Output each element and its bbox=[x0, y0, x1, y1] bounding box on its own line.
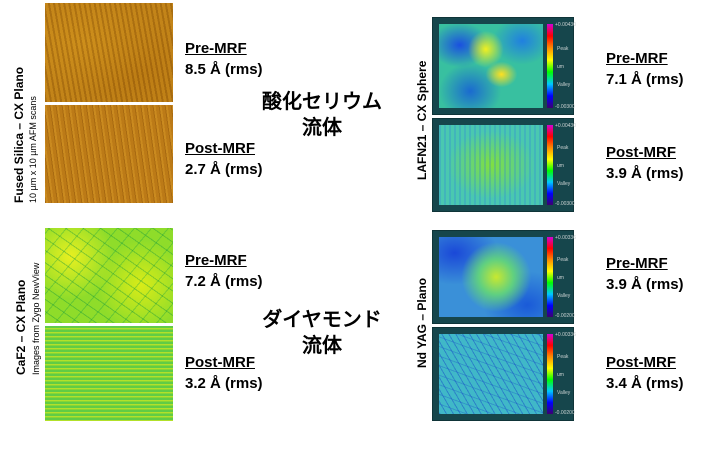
ndyag-post-unit: um bbox=[557, 372, 564, 378]
ndyag-pre-unit: um bbox=[557, 275, 564, 281]
lafn21-post-label: Post-MRF bbox=[606, 144, 676, 161]
ndyag-pre-valley: Valley bbox=[557, 293, 571, 299]
fused-silica-post-image bbox=[45, 105, 173, 203]
lafn21-pre-value: 7.1 Å (rms) bbox=[606, 71, 684, 88]
ndyag-post-valley: Valley bbox=[557, 390, 571, 396]
ceria-fluid-label: 酸化セリウム 流体 bbox=[252, 89, 392, 141]
ndyag-pre-peak: Peak bbox=[557, 257, 569, 263]
caf2-post-value: 3.2 Å (rms) bbox=[185, 375, 263, 392]
caf2-title: CaF2 – CX Plano bbox=[14, 279, 28, 375]
lafn21-post-panel: +0.00430 Peak um Valley -0.00300 bbox=[432, 118, 576, 212]
ndyag-pre-label: Pre-MRF bbox=[606, 255, 668, 272]
lafn21-pre-unit: um bbox=[557, 64, 564, 70]
caf2-pre-label: Pre-MRF bbox=[185, 252, 247, 269]
ndyag-pre-top: +0.00336 bbox=[555, 235, 576, 241]
lafn21-post-map bbox=[439, 125, 543, 205]
lafn21-post-valley: Valley bbox=[557, 181, 571, 187]
lafn21-post-unit: um bbox=[557, 163, 564, 169]
ndyag-post-value: 3.4 Å (rms) bbox=[606, 375, 684, 392]
lafn21-post-top: +0.00430 bbox=[555, 123, 576, 129]
ndyag-post-map bbox=[439, 334, 543, 414]
fused-silica-pre-image bbox=[45, 3, 173, 102]
lafn21-pre-colorbar bbox=[547, 24, 553, 108]
lafn21-post-bottom: -0.00300 bbox=[555, 201, 575, 207]
caf2-pre-value: 7.2 Å (rms) bbox=[185, 273, 263, 290]
lafn21-title: LAFN21 – CX Sphere bbox=[415, 60, 429, 180]
ndyag-title: Nd YAG – Plano bbox=[415, 277, 429, 368]
lafn21-pre-panel: +0.00430 Peak um Valley -0.00300 bbox=[432, 17, 576, 115]
lafn21-pre-label: Pre-MRF bbox=[606, 50, 668, 67]
fused-silica-pre-value: 8.5 Å (rms) bbox=[185, 61, 263, 78]
ndyag-pre-bottom: -0.00200 bbox=[555, 313, 575, 319]
ndyag-post-peak: Peak bbox=[557, 354, 569, 360]
lafn21-pre-map bbox=[439, 24, 543, 108]
lafn21-post-peak: Peak bbox=[557, 145, 569, 151]
fused-silica-post-value: 2.7 Å (rms) bbox=[185, 161, 263, 178]
lafn21-pre-bottom: -0.00300 bbox=[555, 104, 575, 110]
diamond-fluid-label: ダイヤモンド 流体 bbox=[252, 307, 392, 359]
caf2-pre-image bbox=[45, 228, 173, 323]
ndyag-pre-colorbar bbox=[547, 237, 553, 317]
caf2-subtitle: Images from Zygo NewView bbox=[31, 262, 41, 375]
ceria-line1: 酸化セリウム bbox=[262, 91, 382, 113]
caf2-post-label: Post-MRF bbox=[185, 354, 255, 371]
caf2-post-image bbox=[45, 326, 173, 421]
lafn21-pre-peak: Peak bbox=[557, 46, 569, 52]
lafn21-pre-valley: Valley bbox=[557, 82, 571, 88]
lafn21-post-value: 3.9 Å (rms) bbox=[606, 165, 684, 182]
fused-silica-subtitle: 10 µm x 10 µm AFM scans bbox=[28, 96, 38, 203]
ndyag-pre-map bbox=[439, 237, 543, 317]
ndyag-pre-value: 3.9 Å (rms) bbox=[606, 276, 684, 293]
ndyag-pre-panel: +0.00336 Peak um Valley -0.00200 bbox=[432, 230, 576, 324]
fused-silica-pre-label: Pre-MRF bbox=[185, 40, 247, 57]
ndyag-post-colorbar bbox=[547, 334, 553, 414]
ceria-line2: 流体 bbox=[302, 117, 342, 139]
lafn21-pre-top: +0.00430 bbox=[555, 22, 576, 28]
fused-silica-post-label: Post-MRF bbox=[185, 140, 255, 157]
ndyag-post-top: +0.00336 bbox=[555, 332, 576, 338]
ndyag-post-label: Post-MRF bbox=[606, 354, 676, 371]
ndyag-post-panel: +0.00336 Peak um Valley -0.00200 bbox=[432, 327, 576, 421]
lafn21-post-colorbar bbox=[547, 125, 553, 205]
ndyag-post-bottom: -0.00200 bbox=[555, 410, 575, 416]
diamond-line2: 流体 bbox=[302, 335, 342, 357]
fused-silica-title: Fused Silica – CX Plano bbox=[12, 66, 26, 203]
diamond-line1: ダイヤモンド bbox=[262, 309, 382, 331]
